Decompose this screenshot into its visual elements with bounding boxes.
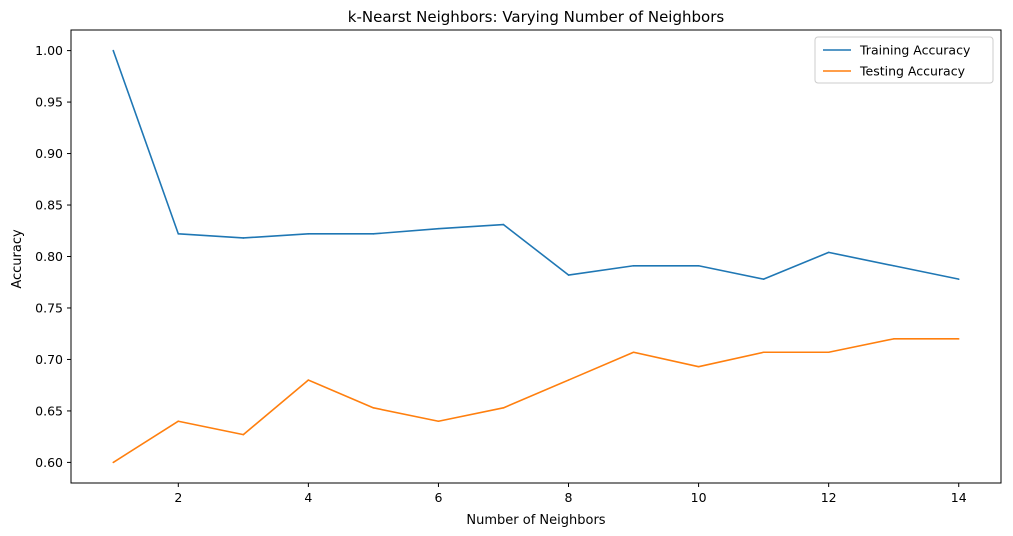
x-axis: 2 4 6 8 10 12 14 [174,483,967,505]
data-point-testing-accuracy [957,338,960,340]
y-tick-label: 0.65 [35,403,63,418]
data-point-training-accuracy [372,233,375,235]
data-point-testing-accuracy [112,461,115,464]
data-point-testing-accuracy [697,365,700,368]
data-point-training-accuracy [112,49,115,52]
x-axis-title: Number of Neighbors [466,513,605,528]
data-point-training-accuracy [827,251,830,254]
data-point-training-accuracy [632,264,635,267]
data-point-testing-accuracy [632,351,635,354]
data-point-testing-accuracy [827,351,830,354]
data-point-training-accuracy [892,264,895,267]
data-point-testing-accuracy [372,407,375,409]
data-point-training-accuracy [307,233,310,235]
series-line-testing-accuracy [112,338,959,464]
y-tick-label: 0.75 [35,300,63,315]
legend: Training Accuracy Testing Accuracy [814,36,994,84]
legend-label: Training Accuracy [859,43,971,58]
legend-label: Testing Accuracy [859,64,966,79]
x-tick-label: 8 [565,490,573,505]
x-tick-label: 14 [951,490,967,505]
x-tick-label: 4 [304,490,312,505]
y-tick-label: 0.60 [35,455,63,470]
plot-area [112,49,960,464]
data-point-training-accuracy [502,223,505,226]
data-point-training-accuracy [567,274,570,276]
data-point-training-accuracy [957,278,960,280]
x-tick-label: 2 [174,490,182,505]
y-tick-label: 1.00 [35,43,63,58]
data-point-testing-accuracy [242,433,245,436]
legend-box [814,36,994,84]
x-tick-label: 12 [821,490,837,505]
x-tick-label: 10 [691,490,707,505]
chart-title: k-Nearst Neighbors: Varying Number of Ne… [348,8,725,26]
y-tick-label: 0.70 [35,352,63,367]
x-tick-label: 6 [434,490,442,505]
y-axis-title: Accuracy [10,229,25,289]
y-tick-label: 0.90 [35,146,63,161]
data-point-training-accuracy [697,264,700,267]
data-point-training-accuracy [762,278,765,280]
data-point-training-accuracy [242,237,245,239]
data-point-training-accuracy [437,227,440,230]
data-point-testing-accuracy [892,338,895,340]
series-line-training-accuracy [112,50,959,280]
y-tick-label: 0.95 [35,95,63,110]
data-point-testing-accuracy [177,420,180,423]
data-point-testing-accuracy [307,379,310,381]
y-tick-label: 0.80 [35,249,63,264]
y-tick-label: 0.85 [35,198,63,213]
data-point-training-accuracy [177,233,180,235]
data-point-testing-accuracy [567,379,570,381]
data-point-testing-accuracy [437,420,440,423]
y-axis: 0.60 0.65 0.70 0.75 0.80 0.85 0.90 0.95 1.00 [35,43,71,470]
data-point-testing-accuracy [762,351,765,354]
data-point-testing-accuracy [502,407,505,409]
